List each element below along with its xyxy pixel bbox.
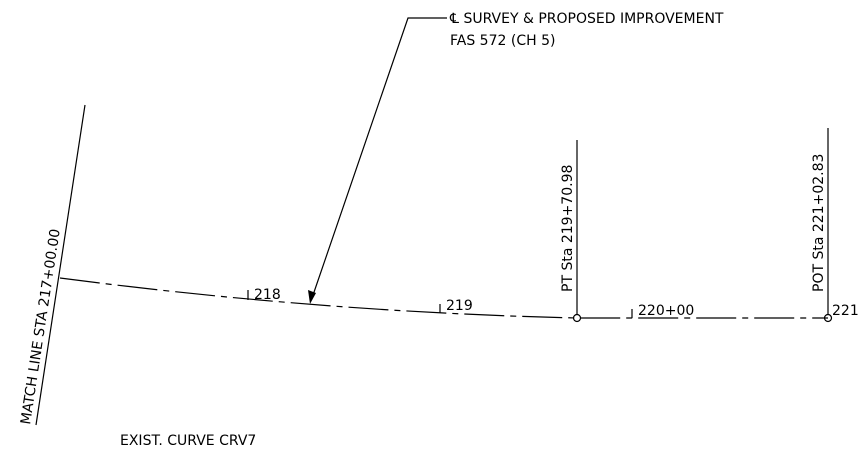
match-line [35,104,86,426]
arrow-head [308,290,316,304]
pot-label: POT Sta 221+02.83 [811,154,827,292]
centerline [59,277,828,319]
alignment-label: ℄ SURVEY & PROPOSED IMPROVEMENT [449,11,724,27]
route-label: FAS 572 (CH 5) [450,33,555,49]
station-label: 219 [446,298,473,314]
station-label: 221 [832,303,859,319]
pt-point [572,313,582,323]
station-label: 220+00 [638,303,694,319]
station-label: 218 [254,287,281,303]
leader [311,17,447,299]
curve-label: EXIST. CURVE CRV7 [120,433,256,449]
pot-point [823,313,833,323]
pt-label: PT Sta 219+70.98 [560,165,576,292]
